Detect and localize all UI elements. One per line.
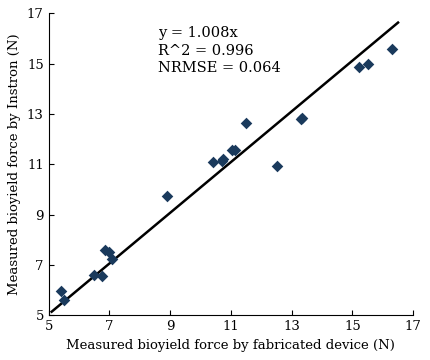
- Point: [106, 249, 113, 255]
- Point: [60, 297, 67, 303]
- Point: [57, 288, 64, 294]
- Point: [101, 247, 108, 253]
- Point: [220, 156, 227, 162]
- Text: NRMSE = 0.064: NRMSE = 0.064: [158, 61, 281, 75]
- Point: [218, 158, 225, 163]
- Point: [298, 116, 304, 122]
- X-axis label: Measured bioyield force by fabricated device (N): Measured bioyield force by fabricated de…: [67, 339, 395, 352]
- Point: [164, 193, 171, 199]
- Text: y = 1.008x: y = 1.008x: [158, 26, 238, 40]
- Point: [243, 120, 249, 126]
- Point: [232, 148, 239, 153]
- Point: [209, 159, 216, 165]
- Text: R^2 = 0.996: R^2 = 0.996: [158, 44, 254, 58]
- Point: [364, 61, 371, 67]
- Point: [109, 256, 116, 261]
- Y-axis label: Measured bioyield force by Instron (N): Measured bioyield force by Instron (N): [8, 33, 22, 295]
- Point: [229, 148, 236, 153]
- Point: [355, 64, 362, 70]
- Point: [91, 272, 98, 278]
- Point: [299, 115, 306, 121]
- Point: [98, 273, 105, 279]
- Point: [389, 46, 396, 51]
- Point: [273, 163, 280, 168]
